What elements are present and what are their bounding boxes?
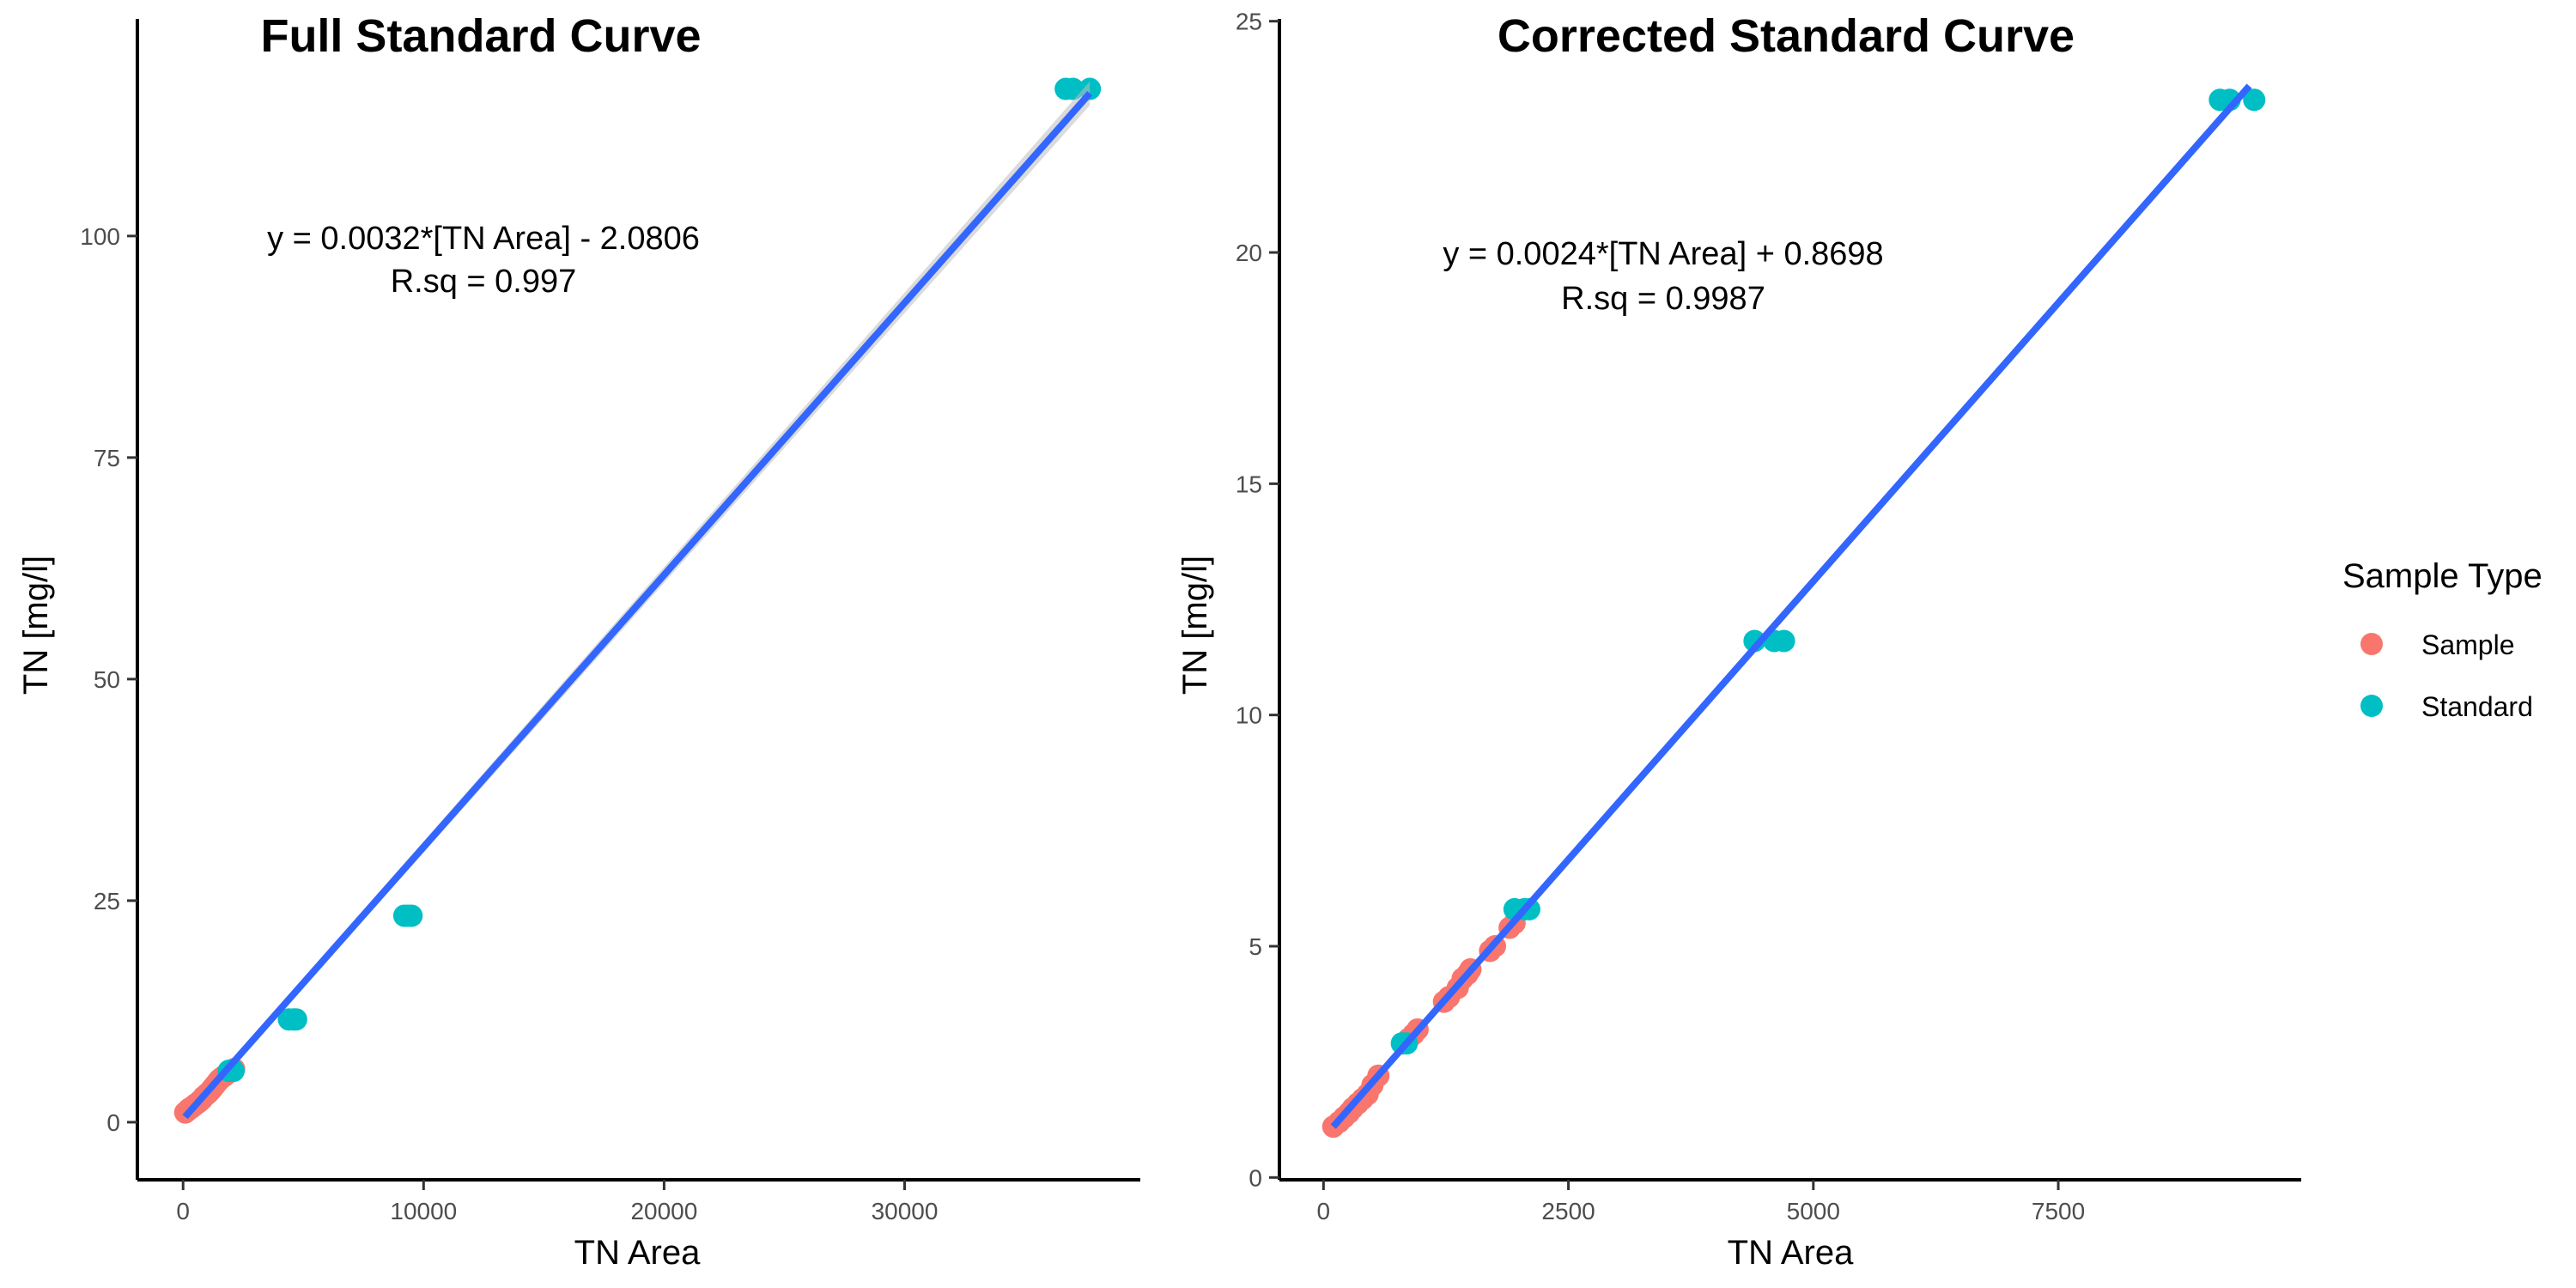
y-tick-label: 0 bbox=[106, 1109, 120, 1136]
fit-line bbox=[1330, 83, 2252, 1129]
fit-equation: y = 0.0024*[TN Area] + 0.8698 bbox=[1443, 236, 1883, 272]
legend-title: Sample Type bbox=[2342, 557, 2543, 595]
y-tick-label: 50 bbox=[94, 666, 120, 693]
y-axis-title: TN [mg/l] bbox=[17, 556, 55, 695]
x-axis-title: TN Area bbox=[574, 1234, 701, 1272]
fit-r-squared: R.sq = 0.997 bbox=[391, 264, 577, 300]
y-tick-label: 15 bbox=[1236, 471, 1262, 497]
x-tick-label: 0 bbox=[176, 1198, 190, 1224]
panel-corrected-standard-curve: Corrected Standard Curve TN Area TN [mg/… bbox=[1176, 9, 2301, 1272]
fit-r-squared: R.sq = 0.9987 bbox=[1561, 281, 1765, 317]
panel-title: Corrected Standard Curve bbox=[1498, 10, 2075, 62]
x-tick-label: 30000 bbox=[872, 1198, 939, 1224]
x-axis-title: TN Area bbox=[1728, 1234, 1854, 1272]
y-tick-label: 5 bbox=[1249, 933, 1262, 960]
x-tick-label: 10000 bbox=[390, 1198, 457, 1224]
legend-key-standard bbox=[2360, 695, 2383, 717]
point-standard bbox=[400, 904, 423, 927]
y-tick-label: 20 bbox=[1236, 240, 1262, 266]
point-standard bbox=[284, 1008, 307, 1031]
x-tick-label: 5000 bbox=[1787, 1198, 1840, 1224]
point-standard bbox=[1772, 629, 1795, 653]
y-tick-label: 10 bbox=[1236, 702, 1262, 729]
legend-label-sample: Sample bbox=[2421, 629, 2515, 660]
x-tick-label: 7500 bbox=[2032, 1198, 2085, 1224]
y-tick-label: 0 bbox=[1249, 1164, 1262, 1191]
y-tick-label: 25 bbox=[94, 888, 120, 914]
legend: Sample Type Sample Standard bbox=[2342, 557, 2543, 722]
y-axis-title: TN [mg/l] bbox=[1176, 556, 1214, 695]
x-tick-label: 20000 bbox=[630, 1198, 697, 1224]
fit-equation: y = 0.0032*[TN Area] - 2.0806 bbox=[267, 221, 700, 257]
legend-key-sample bbox=[2360, 633, 2383, 655]
legend-label-standard: Standard bbox=[2421, 691, 2533, 722]
y-tick-label: 25 bbox=[1236, 9, 1262, 35]
panel-title: Full Standard Curve bbox=[260, 10, 701, 62]
point-standard bbox=[2243, 88, 2266, 112]
fit-line bbox=[182, 91, 1093, 1120]
y-tick-label: 100 bbox=[80, 223, 120, 250]
x-tick-label: 2500 bbox=[1541, 1198, 1595, 1224]
x-tick-label: 0 bbox=[1317, 1198, 1331, 1224]
panel-full-standard-curve: Full Standard Curve TN Area TN [mg/l] y … bbox=[17, 10, 1140, 1272]
y-tick-label: 75 bbox=[94, 445, 120, 471]
